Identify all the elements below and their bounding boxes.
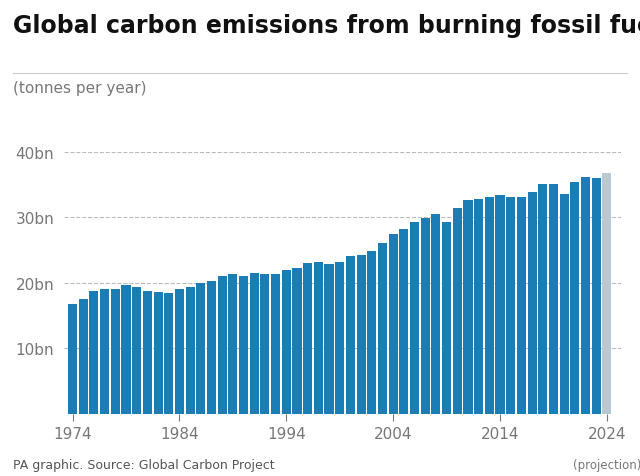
Text: PA graphic. Source: Global Carbon Project: PA graphic. Source: Global Carbon Projec…	[13, 458, 275, 471]
Text: (projection): (projection)	[573, 458, 640, 471]
Bar	[549, 184, 558, 414]
Bar	[506, 198, 515, 414]
Bar	[239, 276, 248, 414]
Bar	[260, 274, 269, 414]
Bar	[420, 218, 430, 414]
Bar	[175, 289, 184, 414]
Bar	[143, 291, 152, 414]
Bar	[442, 222, 451, 414]
Bar	[570, 183, 579, 414]
Bar	[527, 192, 536, 414]
Bar	[538, 185, 547, 414]
Bar	[100, 290, 109, 414]
Bar	[324, 264, 333, 414]
Bar	[335, 263, 344, 414]
Bar	[250, 273, 259, 414]
Bar	[602, 173, 611, 414]
Bar	[591, 178, 601, 414]
Bar	[218, 277, 227, 414]
Text: Global carbon emissions from burning fossil fuels: Global carbon emissions from burning fos…	[13, 14, 640, 38]
Bar	[356, 255, 365, 414]
Bar	[207, 281, 216, 414]
Bar	[164, 293, 173, 414]
Bar	[410, 223, 419, 414]
Bar	[495, 196, 504, 414]
Bar	[399, 229, 408, 414]
Bar	[485, 198, 494, 414]
Bar	[314, 262, 323, 414]
Bar	[154, 292, 163, 414]
Bar	[111, 289, 120, 414]
Bar	[292, 268, 301, 414]
Bar	[122, 285, 131, 414]
Bar	[282, 271, 291, 414]
Bar	[228, 275, 237, 414]
Bar	[559, 194, 569, 414]
Bar	[474, 199, 483, 414]
Bar	[68, 304, 77, 414]
Bar	[517, 198, 526, 414]
Bar	[367, 251, 376, 414]
Bar	[90, 292, 99, 414]
Bar	[303, 264, 312, 414]
Bar	[271, 275, 280, 414]
Bar	[132, 288, 141, 414]
Bar	[388, 234, 397, 414]
Bar	[346, 257, 355, 414]
Bar	[581, 178, 590, 414]
Bar	[196, 284, 205, 414]
Bar	[452, 208, 462, 414]
Bar	[431, 215, 440, 414]
Bar	[79, 299, 88, 414]
Text: (tonnes per year): (tonnes per year)	[13, 81, 147, 96]
Bar	[378, 244, 387, 414]
Bar	[186, 287, 195, 414]
Bar	[463, 201, 472, 414]
